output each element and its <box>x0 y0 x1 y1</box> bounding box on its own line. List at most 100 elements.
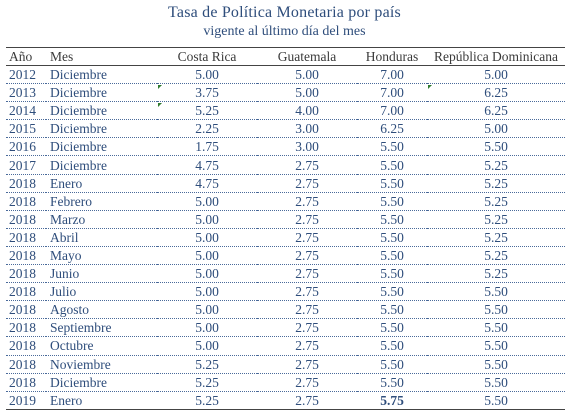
cell-republica-dominicana[interactable]: 5.25 <box>427 210 565 229</box>
cell-guatemala[interactable]: 2.75 <box>257 192 357 211</box>
cell-guatemala[interactable]: 2.75 <box>257 336 357 356</box>
cell-month[interactable]: Diciembre <box>46 155 157 175</box>
cell-year[interactable]: 2018 <box>6 373 46 392</box>
cell-year[interactable]: 2018 <box>6 192 46 211</box>
cell-republica-dominicana[interactable]: 5.25 <box>427 155 565 175</box>
cell-republica-dominicana[interactable]: 5.25 <box>427 192 565 211</box>
cell-guatemala[interactable]: 4.00 <box>257 101 357 121</box>
cell-honduras[interactable]: 7.00 <box>357 83 427 103</box>
cell-republica-dominicana[interactable]: 5.50 <box>427 318 565 338</box>
cell-guatemala[interactable]: 2.75 <box>257 228 357 247</box>
cell-honduras[interactable]: 5.50 <box>357 228 427 247</box>
cell-honduras[interactable]: 5.50 <box>357 300 427 320</box>
cell-year[interactable]: 2012 <box>6 65 46 85</box>
cell-year[interactable]: 2019 <box>6 391 46 410</box>
cell-honduras[interactable]: 5.50 <box>357 318 427 338</box>
cell-costa-rica[interactable]: 1.75 <box>157 137 257 157</box>
cell-costa-rica[interactable]: 5.00 <box>157 246 257 266</box>
cell-costa-rica[interactable]: 5.00 <box>157 228 257 247</box>
cell-guatemala[interactable]: 3.00 <box>257 137 357 157</box>
cell-month[interactable]: Mayo <box>46 246 157 266</box>
cell-guatemala[interactable]: 3.00 <box>257 119 357 139</box>
cell-costa-rica[interactable]: 5.00 <box>157 300 257 320</box>
cell-costa-rica[interactable]: 2.25 <box>157 119 257 139</box>
cell-costa-rica[interactable]: 5.25 <box>157 355 257 374</box>
cell-honduras[interactable]: 5.75 <box>357 391 427 410</box>
comment-indicator-icon[interactable] <box>158 102 162 107</box>
cell-honduras[interactable]: 5.50 <box>357 373 427 392</box>
cell-honduras[interactable]: 5.50 <box>357 336 427 356</box>
cell-republica-dominicana[interactable]: 5.50 <box>427 355 565 374</box>
cell-republica-dominicana[interactable]: 5.00 <box>427 65 565 85</box>
cell-republica-dominicana[interactable]: 5.50 <box>427 336 565 356</box>
cell-year[interactable]: 2018 <box>6 282 46 302</box>
cell-month[interactable]: Octubre <box>46 336 157 356</box>
cell-guatemala[interactable]: 2.75 <box>257 300 357 320</box>
cell-costa-rica[interactable]: 5.25 <box>157 373 257 392</box>
cell-honduras[interactable]: 7.00 <box>357 101 427 121</box>
cell-month[interactable]: Abril <box>46 228 157 247</box>
cell-costa-rica[interactable]: 5.00 <box>157 192 257 211</box>
cell-guatemala[interactable]: 2.75 <box>257 391 357 410</box>
cell-month[interactable]: Febrero <box>46 192 157 211</box>
cell-costa-rica[interactable]: 4.75 <box>157 174 257 193</box>
cell-honduras[interactable]: 5.50 <box>357 155 427 175</box>
cell-republica-dominicana[interactable]: 5.25 <box>427 264 565 284</box>
cell-month[interactable]: Julio <box>46 282 157 302</box>
cell-republica-dominicana[interactable]: 6.25 <box>427 83 565 103</box>
cell-costa-rica[interactable]: 5.00 <box>157 318 257 338</box>
cell-guatemala[interactable]: 2.75 <box>257 282 357 302</box>
cell-honduras[interactable]: 6.25 <box>357 119 427 139</box>
cell-honduras[interactable]: 5.50 <box>357 192 427 211</box>
header-year[interactable]: Año <box>6 47 46 66</box>
cell-republica-dominicana[interactable]: 5.25 <box>427 246 565 266</box>
cell-honduras[interactable]: 5.50 <box>357 174 427 193</box>
cell-costa-rica[interactable]: 5.00 <box>157 282 257 302</box>
cell-republica-dominicana[interactable]: 5.00 <box>427 119 565 139</box>
cell-month[interactable]: Marzo <box>46 210 157 229</box>
cell-year[interactable]: 2018 <box>6 264 46 284</box>
cell-year[interactable]: 2017 <box>6 155 46 175</box>
cell-republica-dominicana[interactable]: 5.50 <box>427 300 565 320</box>
cell-costa-rica[interactable]: 5.00 <box>157 336 257 356</box>
cell-month[interactable]: Junio <box>46 264 157 284</box>
cell-year[interactable]: 2018 <box>6 355 46 374</box>
cell-republica-dominicana[interactable]: 5.50 <box>427 373 565 392</box>
cell-costa-rica[interactable]: 5.00 <box>157 65 257 85</box>
cell-republica-dominicana[interactable]: 5.50 <box>427 391 565 410</box>
cell-guatemala[interactable]: 2.75 <box>257 210 357 229</box>
cell-honduras[interactable]: 5.50 <box>357 264 427 284</box>
cell-year[interactable]: 2014 <box>6 101 46 121</box>
cell-year[interactable]: 2018 <box>6 246 46 266</box>
cell-year[interactable]: 2018 <box>6 318 46 338</box>
cell-year[interactable]: 2018 <box>6 336 46 356</box>
cell-costa-rica[interactable]: 5.00 <box>157 264 257 284</box>
cell-guatemala[interactable]: 2.75 <box>257 174 357 193</box>
cell-republica-dominicana[interactable]: 6.25 <box>427 101 565 121</box>
cell-month[interactable]: Diciembre <box>46 83 157 103</box>
comment-indicator-icon[interactable] <box>158 84 162 89</box>
cell-costa-rica[interactable]: 5.25 <box>157 391 257 410</box>
cell-month[interactable]: Septiembre <box>46 318 157 338</box>
cell-costa-rica[interactable]: 3.75 <box>157 83 257 103</box>
cell-honduras[interactable]: 7.00 <box>357 65 427 85</box>
cell-month[interactable]: Diciembre <box>46 65 157 85</box>
cell-guatemala[interactable]: 2.75 <box>257 155 357 175</box>
cell-year[interactable]: 2015 <box>6 119 46 139</box>
cell-month[interactable]: Enero <box>46 174 157 193</box>
cell-year[interactable]: 2018 <box>6 228 46 247</box>
header-guatemala[interactable]: Guatemala <box>257 47 357 66</box>
comment-indicator-icon[interactable] <box>428 84 432 89</box>
cell-month[interactable]: Agosto <box>46 300 157 320</box>
header-month[interactable]: Mes <box>46 47 157 66</box>
cell-honduras[interactable]: 5.50 <box>357 137 427 157</box>
cell-year[interactable]: 2018 <box>6 210 46 229</box>
cell-year[interactable]: 2016 <box>6 137 46 157</box>
cell-republica-dominicana[interactable]: 5.50 <box>427 137 565 157</box>
cell-guatemala[interactable]: 5.00 <box>257 65 357 85</box>
cell-guatemala[interactable]: 2.75 <box>257 246 357 266</box>
cell-month[interactable]: Enero <box>46 391 157 410</box>
cell-republica-dominicana[interactable]: 5.25 <box>427 174 565 193</box>
cell-guatemala[interactable]: 2.75 <box>257 373 357 392</box>
cell-honduras[interactable]: 5.50 <box>357 246 427 266</box>
